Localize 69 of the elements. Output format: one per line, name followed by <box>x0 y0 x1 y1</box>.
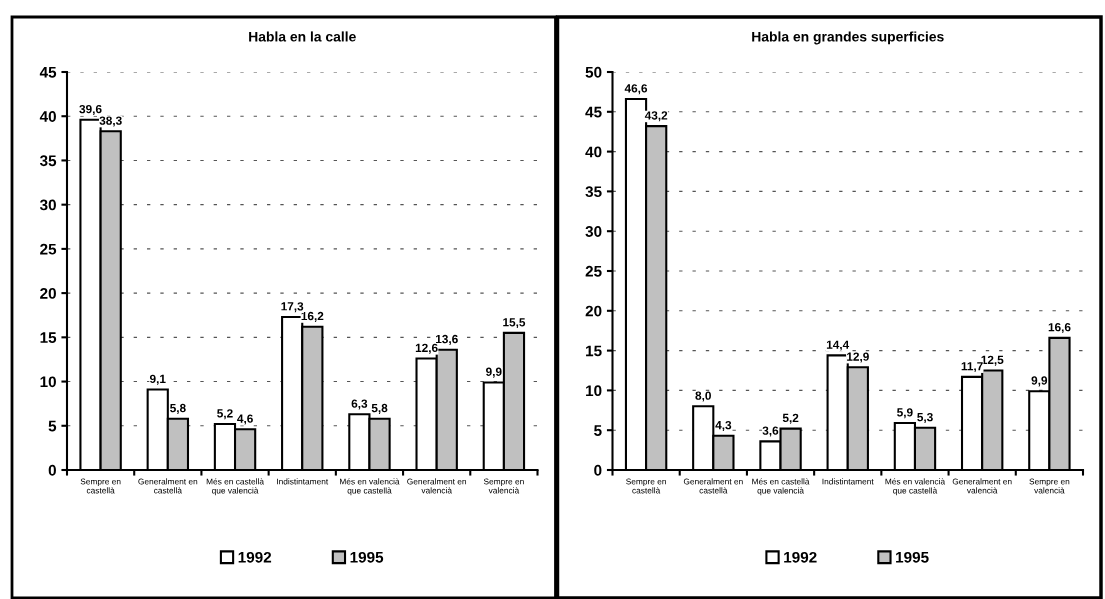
data-label: 16,2 <box>301 311 324 322</box>
data-label: 4,3 <box>715 420 732 431</box>
data-label: 12,5 <box>981 355 1004 366</box>
legend-label: 1995 <box>350 551 384 563</box>
data-label: 8,0 <box>695 391 711 402</box>
data-label: 38,3 <box>99 116 122 127</box>
data-label: 11,7 <box>961 362 983 373</box>
x-tick-label: Més en valencià que castellà <box>885 478 946 496</box>
y-tick-label: 10 <box>586 385 602 397</box>
data-label: 9,9 <box>1031 376 1048 387</box>
data-label: 17,3 <box>281 302 304 313</box>
x-tick-label: Generalment en castellà <box>138 478 198 494</box>
y-tick-label: 10 <box>40 376 56 388</box>
data-label: 12,9 <box>847 352 869 363</box>
x-tick-label: Generalment en castellà <box>683 478 743 494</box>
x-tick-label: Generalment en valencià <box>407 478 467 494</box>
x-tick-label: Sempre en valencià <box>483 478 524 494</box>
data-label: 5,2 <box>782 413 799 424</box>
data-label: 16,6 <box>1048 323 1071 334</box>
data-label: 9,9 <box>486 367 502 378</box>
data-label: 46,6 <box>624 84 648 95</box>
data-label: 43,2 <box>644 111 668 122</box>
data-label: 5,9 <box>897 408 913 419</box>
x-tick-label: Més en valencià que castellà <box>340 478 400 496</box>
x-tick-label: Més en castellà que valencià <box>206 478 264 496</box>
data-label: 5,3 <box>917 412 933 424</box>
data-label: 5,8 <box>170 403 186 414</box>
data-label: 9,1 <box>149 374 166 385</box>
data-label: 39,6 <box>79 104 102 115</box>
data-label: 5,2 <box>217 409 233 420</box>
data-label: 6,3 <box>351 399 368 410</box>
y-tick-label: 40 <box>585 146 602 158</box>
legend-label: 1992 <box>238 551 272 563</box>
y-tick-label: 20 <box>40 287 56 299</box>
x-tick-label: Indistintament <box>277 478 329 485</box>
y-tick-label: 45 <box>39 67 57 78</box>
legend-label: 1992 <box>784 551 817 563</box>
y-tick-label: 0 <box>48 464 56 476</box>
data-label: 15,5 <box>503 318 526 329</box>
data-label: 5,8 <box>371 403 388 414</box>
y-tick-label: 5 <box>594 425 602 436</box>
data-label: 12,6 <box>415 343 438 354</box>
x-tick-label: Indistintament <box>822 478 874 485</box>
data-label: 4,6 <box>237 414 253 425</box>
y-tick-label: 30 <box>39 199 56 211</box>
y-tick-label: 35 <box>39 155 57 167</box>
y-tick-label: 15 <box>40 332 57 344</box>
data-label: 13,6 <box>436 334 458 345</box>
chart-title: Habla en la calle <box>249 31 356 42</box>
x-tick-label: Generalment en valencià <box>952 478 1012 494</box>
x-tick-label: Sempre en valencià <box>1029 478 1070 494</box>
chart-title: Habla en grandes superficies <box>752 31 944 45</box>
y-tick-label: 20 <box>585 305 602 317</box>
y-tick-label: 40 <box>39 111 56 122</box>
y-tick-label: 5 <box>48 420 57 432</box>
y-tick-label: 0 <box>594 464 602 476</box>
data-label: 14,4 <box>826 340 850 351</box>
y-tick-label: 50 <box>585 66 602 78</box>
y-tick-label: 15 <box>586 345 602 357</box>
y-tick-label: 35 <box>585 186 602 198</box>
y-tick-label: 25 <box>40 243 57 255</box>
x-tick-label: Sempre en castellà <box>626 478 666 494</box>
legend-label: 1995 <box>896 551 929 563</box>
y-tick-label: 25 <box>585 265 602 277</box>
data-label: 3,6 <box>762 426 779 437</box>
x-tick-label: Més en castellà que valencià <box>752 478 810 496</box>
y-tick-label: 30 <box>585 226 602 237</box>
x-tick-label: Sempre en castellà <box>80 478 121 494</box>
y-tick-label: 45 <box>585 106 602 118</box>
